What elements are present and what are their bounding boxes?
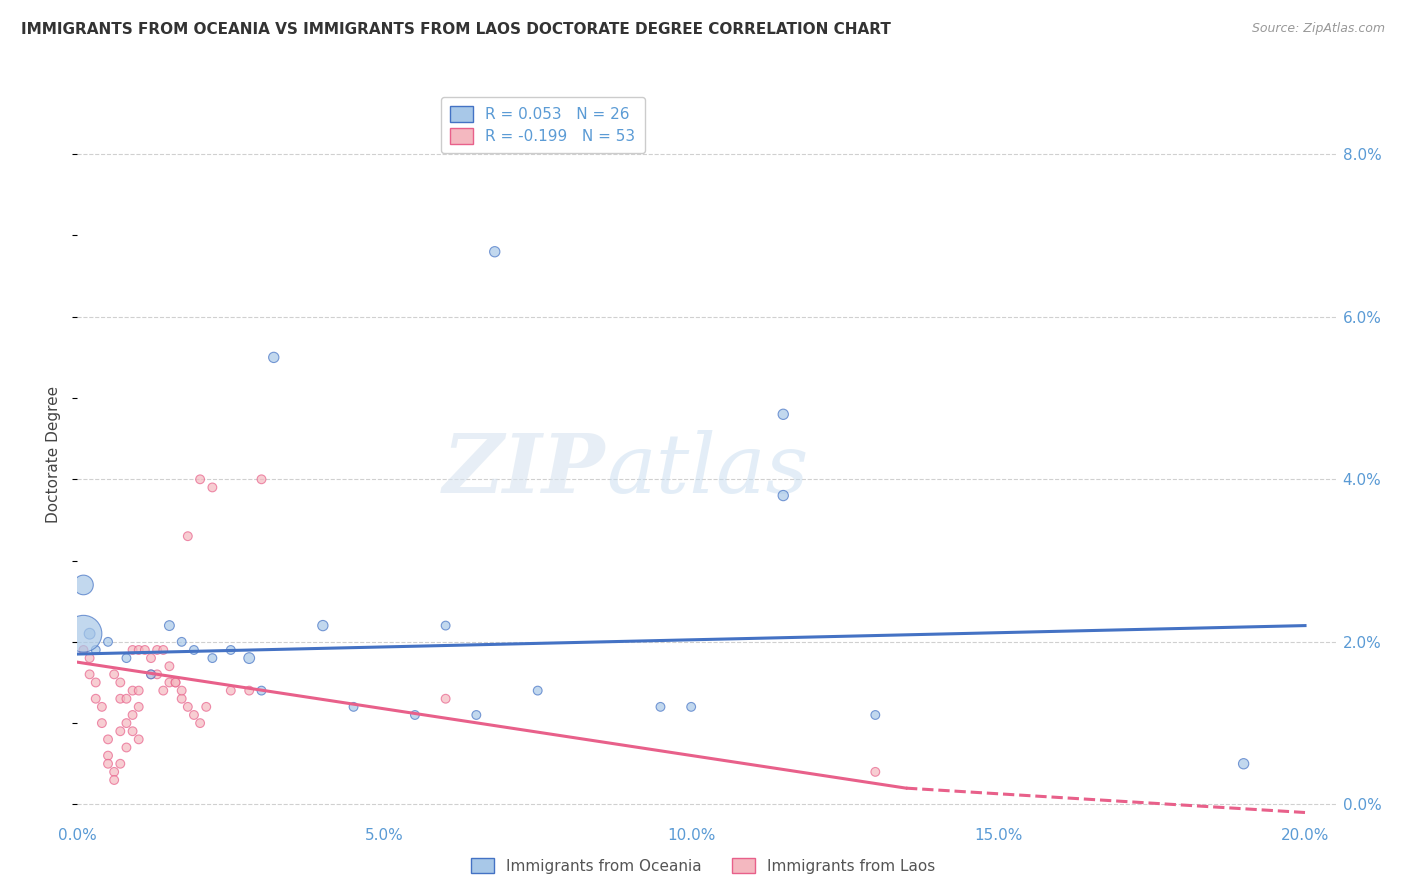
Point [1233,756,1256,771]
Point [404,708,426,723]
Point [157,659,180,673]
Point [110,724,132,739]
Point [250,683,273,698]
Point [195,699,218,714]
Point [97,748,120,763]
Point [865,708,887,723]
Point [103,667,125,681]
Point [128,699,150,714]
Point [139,667,162,681]
Point [465,708,488,723]
Point [177,529,200,543]
Point [165,675,187,690]
Point [115,716,138,731]
Point [865,764,887,779]
Text: IMMIGRANTS FROM OCEANIA VS IMMIGRANTS FROM LAOS DOCTORATE DEGREE CORRELATION CHA: IMMIGRANTS FROM OCEANIA VS IMMIGRANTS FR… [21,22,891,37]
Text: atlas: atlas [606,430,808,509]
Legend: R = 0.053   N = 26, R = -0.199   N = 53: R = 0.053 N = 26, R = -0.199 N = 53 [441,97,645,153]
Point [188,472,211,486]
Text: ZIP: ZIP [443,430,606,509]
Point [170,683,193,698]
Point [128,683,150,698]
Point [134,643,156,657]
Point [263,351,285,365]
Point [170,635,193,649]
Point [484,244,506,259]
Point [152,683,174,698]
Point [238,651,260,665]
Point [103,764,125,779]
Point [110,675,132,690]
Point [157,618,180,632]
Point [72,626,94,640]
Point [128,732,150,747]
Text: Source: ZipAtlas.com: Source: ZipAtlas.com [1251,22,1385,36]
Point [177,699,200,714]
Point [79,626,101,640]
Point [201,480,224,494]
Point [157,675,180,690]
Point [183,643,205,657]
Point [650,699,672,714]
Point [115,691,138,706]
Point [219,683,242,698]
Legend: Immigrants from Oceania, Immigrants from Laos: Immigrants from Oceania, Immigrants from… [464,852,942,880]
Point [115,651,138,665]
Point [772,407,794,421]
Point [146,667,169,681]
Point [434,691,457,706]
Point [128,643,150,657]
Point [97,635,120,649]
Point [201,651,224,665]
Point [72,578,94,592]
Point [97,732,120,747]
Point [121,724,143,739]
Point [84,643,107,657]
Point [183,708,205,723]
Point [90,716,112,731]
Point [681,699,703,714]
Point [139,667,162,681]
Point [110,691,132,706]
Point [146,643,169,657]
Point [121,708,143,723]
Point [312,618,335,632]
Point [139,651,162,665]
Point [121,643,143,657]
Point [79,667,101,681]
Point [219,643,242,657]
Point [84,675,107,690]
Point [121,683,143,698]
Point [152,643,174,657]
Point [188,716,211,731]
Point [238,683,260,698]
Point [103,772,125,787]
Point [72,643,94,657]
Point [90,699,112,714]
Point [342,699,364,714]
Point [97,756,120,771]
Point [250,472,273,486]
Point [526,683,548,698]
Point [79,651,101,665]
Point [170,691,193,706]
Point [434,618,457,632]
Y-axis label: Doctorate Degree: Doctorate Degree [46,386,62,524]
Point [84,691,107,706]
Point [115,740,138,755]
Point [165,675,187,690]
Point [110,756,132,771]
Point [772,489,794,503]
